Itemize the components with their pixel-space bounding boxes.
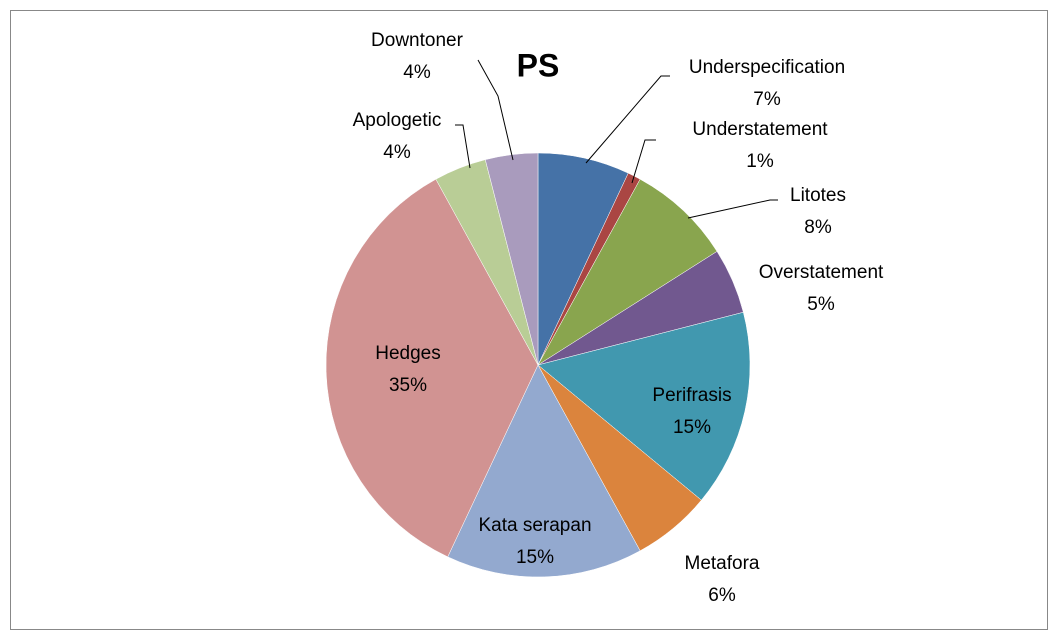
slice-value-label: 4%: [383, 142, 411, 163]
slice-value-label: 1%: [746, 151, 774, 172]
leader-line: [585, 75, 670, 164]
slice-label: Hedges: [375, 343, 441, 364]
slice-label: Downtoner: [371, 30, 464, 51]
slice-label: Kata serapan: [478, 515, 591, 536]
slice-value-label: 8%: [804, 217, 832, 238]
leader-line: [687, 199, 778, 219]
slice-value-label: 15%: [673, 417, 711, 438]
leader-line: [455, 124, 471, 169]
slice-value-label: 35%: [389, 375, 427, 396]
pie-slice: [537, 311, 751, 501]
slice-value-label: 7%: [753, 89, 781, 110]
leader-line: [631, 139, 656, 184]
pie-slice: [537, 178, 718, 366]
slice-value-label: 5%: [807, 294, 835, 315]
slice-label: Apologetic: [353, 110, 442, 131]
chart-title: PS: [517, 47, 560, 83]
slice-label: Metafora: [685, 553, 760, 574]
slice-label: Litotes: [790, 185, 846, 206]
slice-value-label: 15%: [516, 547, 554, 568]
slice-label: Perifrasis: [652, 385, 731, 406]
leader-line: [477, 59, 514, 161]
slice-value-label: 4%: [403, 62, 431, 83]
slice-value-label: 6%: [708, 585, 736, 606]
slice-label: Underspecification: [689, 57, 845, 78]
pie-slice: [325, 178, 539, 558]
slice-label: Understatement: [692, 119, 828, 140]
pie-slice: [447, 364, 641, 578]
slice-label: Overstatement: [759, 262, 884, 283]
